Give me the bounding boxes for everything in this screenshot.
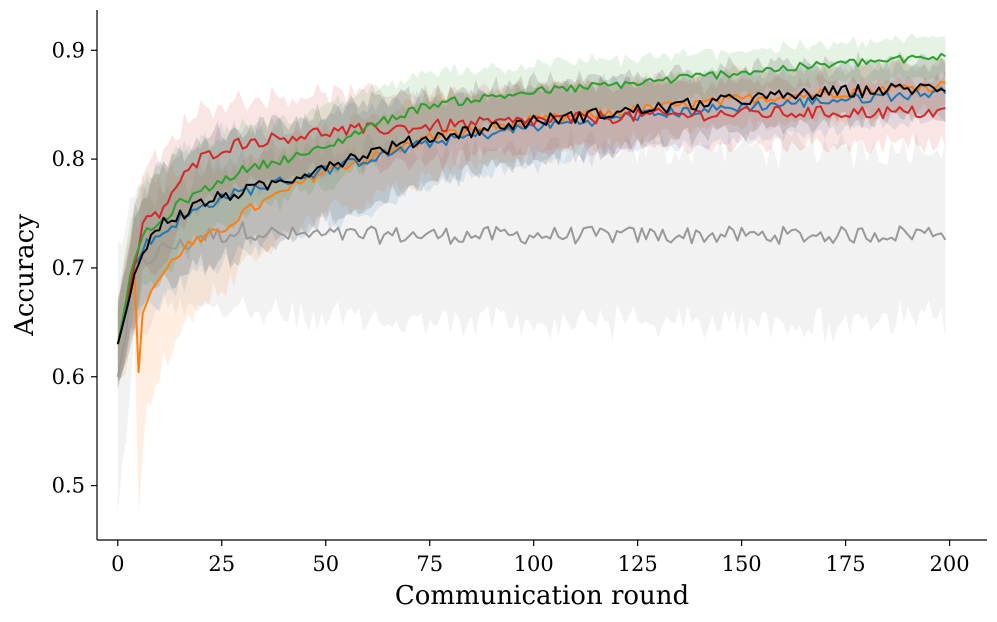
y-axis-label: Accuracy	[10, 214, 40, 337]
x-axis-label: Communication round	[395, 581, 689, 611]
x-tick-label: 0	[111, 552, 124, 576]
x-tick-label: 125	[618, 552, 658, 576]
series-line-4	[116, 52, 946, 345]
y-tick-label: 0.6	[52, 365, 85, 389]
y-ticks: 0.5 0.6 0.7 0.8 0.9	[52, 38, 97, 498]
series-band-4	[117, 33, 946, 387]
series-lines	[116, 52, 947, 377]
x-tick-label: 100	[514, 552, 554, 576]
y-tick-label: 0.9	[52, 38, 85, 62]
x-tick-label: 175	[826, 552, 866, 576]
series-band-2	[117, 57, 946, 382]
axes	[96, 10, 987, 541]
y-tick-label: 0.5	[52, 474, 85, 498]
series-line-0	[116, 221, 947, 377]
x-tick-label: 150	[722, 552, 762, 576]
x-tick-label: 50	[312, 552, 339, 576]
series-line-5	[116, 82, 946, 345]
y-tick-label: 0.8	[52, 147, 85, 171]
x-tick-label: 75	[416, 552, 443, 576]
x-ticks: 0 25 50 75 100 125 150 175 200	[111, 540, 970, 576]
series-band-1	[117, 57, 946, 516]
x-tick-label: 200	[930, 552, 970, 576]
series-line-3	[116, 105, 946, 345]
confidence-bands	[117, 33, 946, 516]
x-tick-label: 25	[208, 552, 235, 576]
series-band-0	[117, 126, 946, 515]
series-line-2	[116, 86, 947, 345]
y-tick-label: 0.7	[52, 256, 85, 280]
